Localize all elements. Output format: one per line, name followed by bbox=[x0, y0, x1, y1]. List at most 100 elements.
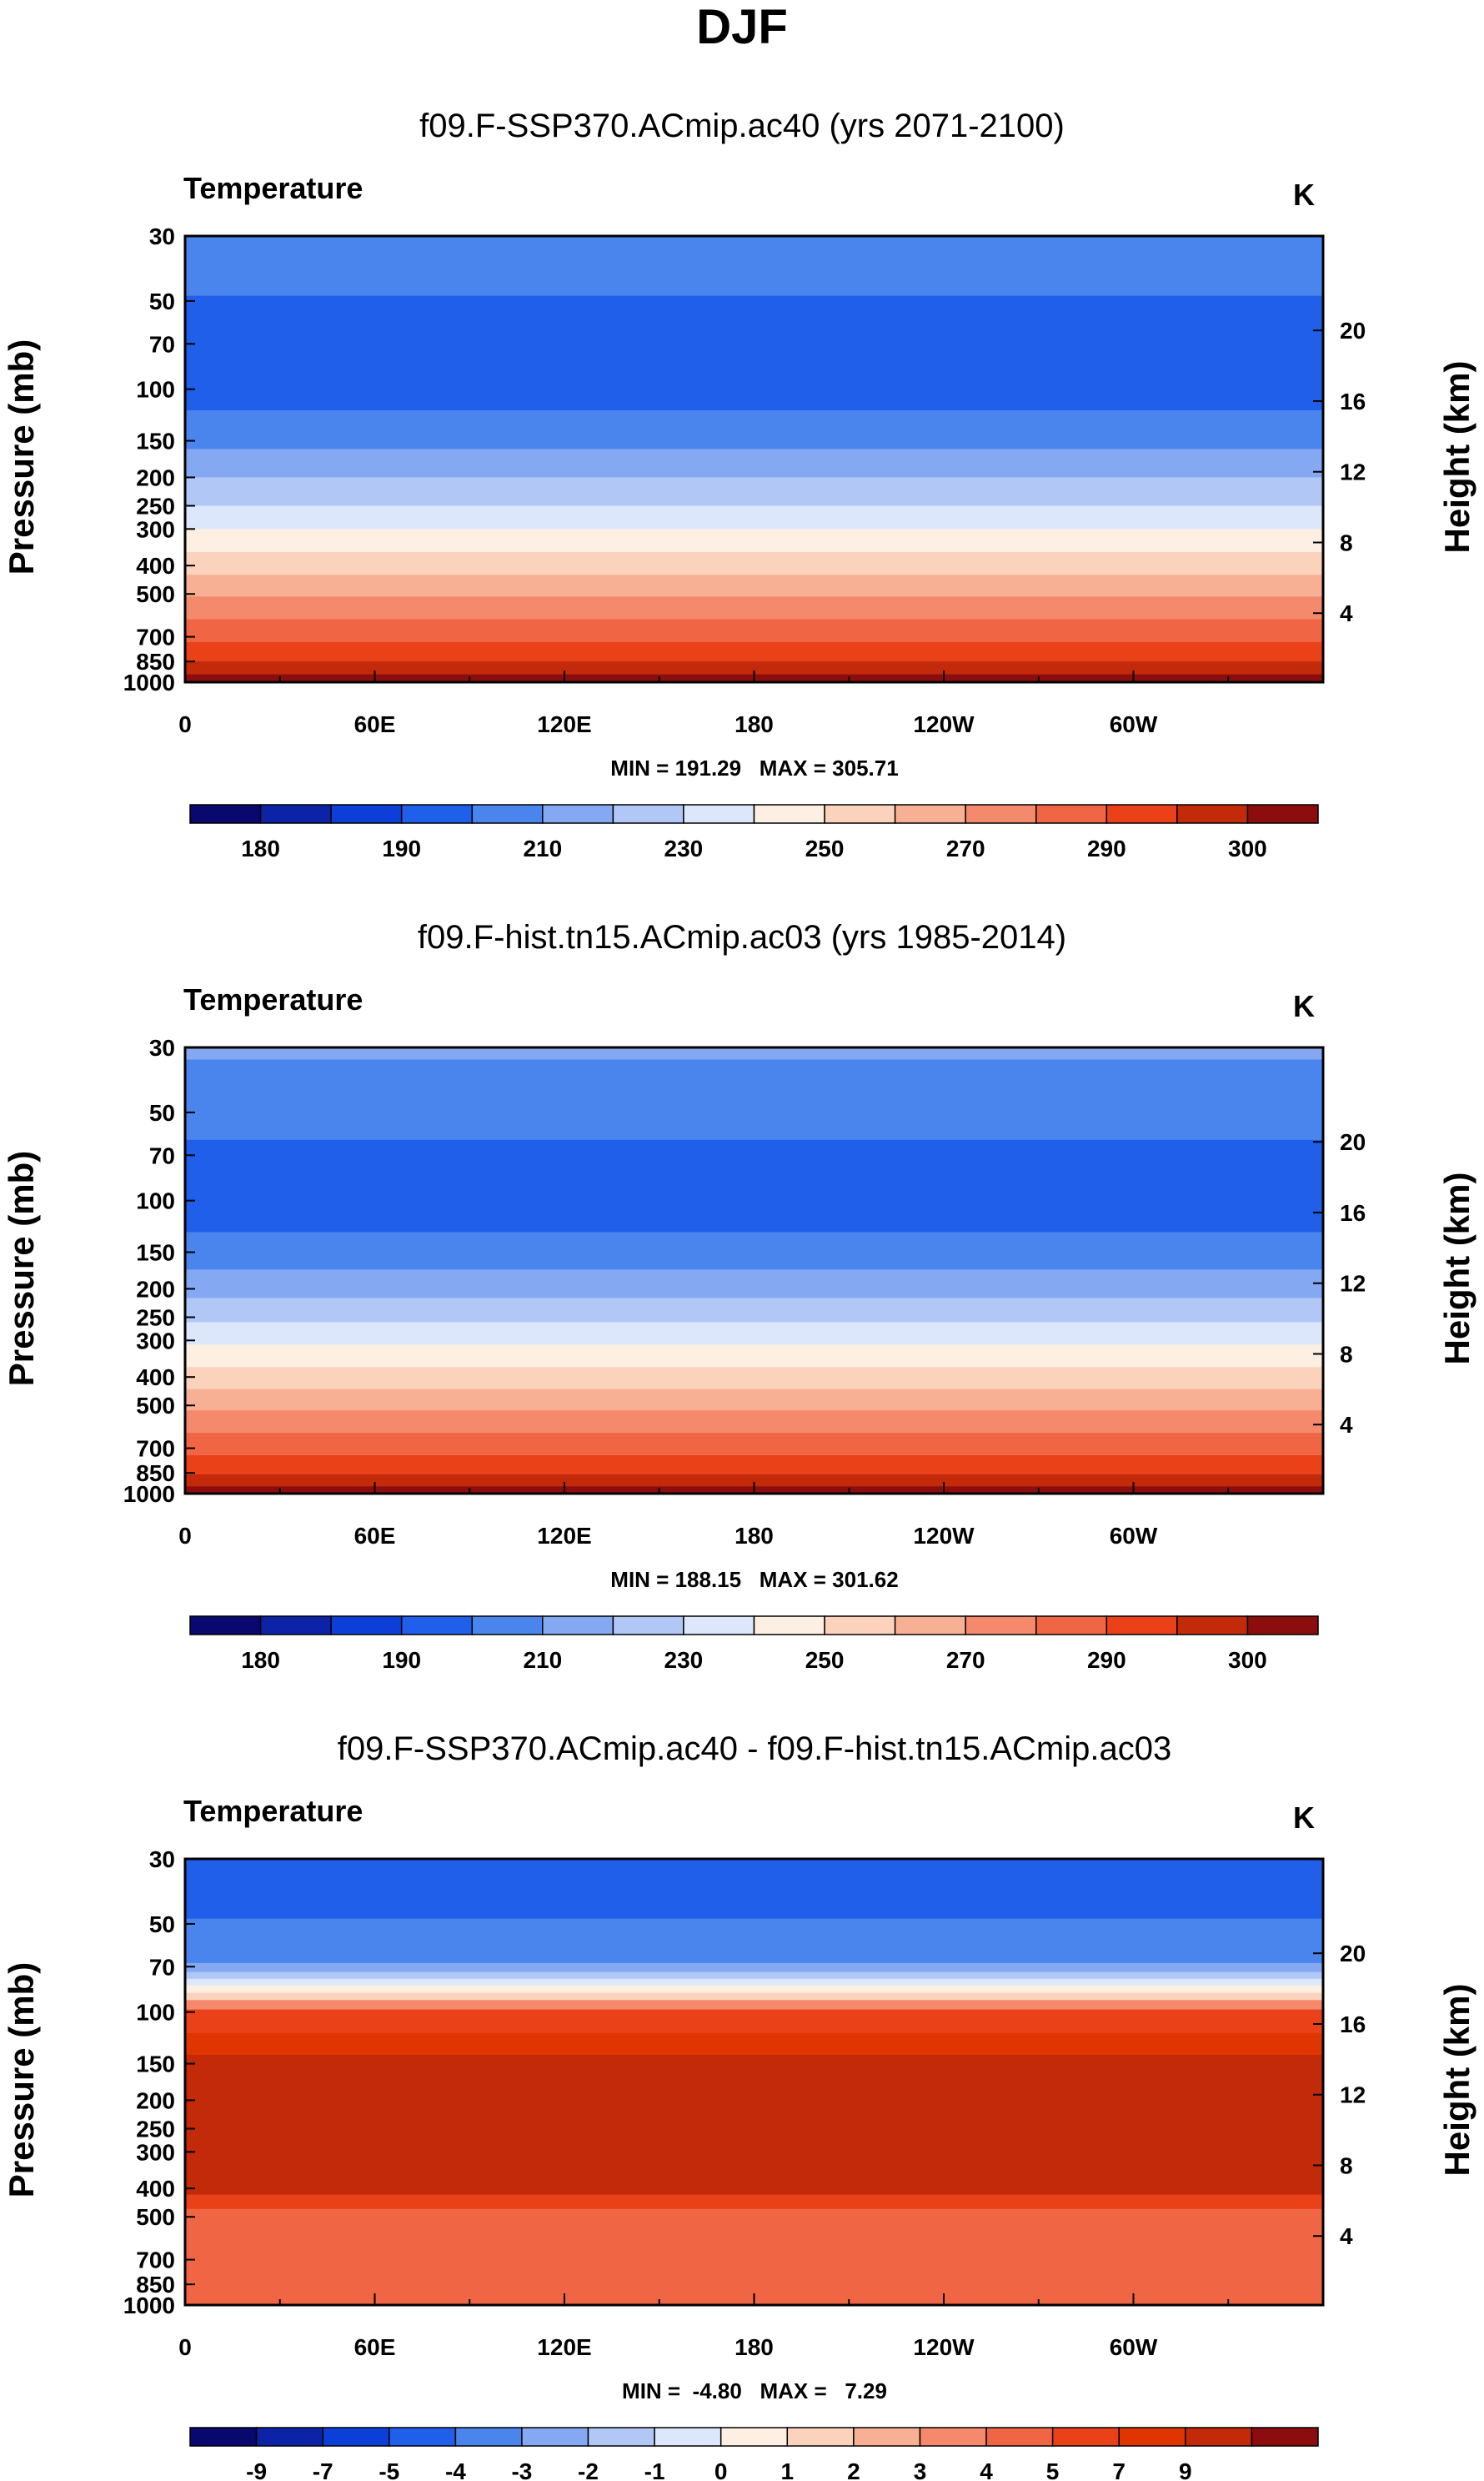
y-tick-label: 200 bbox=[136, 1276, 175, 1302]
colorbar-box bbox=[189, 2427, 258, 2447]
colorbar-label: 2 bbox=[847, 2458, 860, 2481]
contour-band bbox=[185, 2000, 1323, 2011]
colorbar-box bbox=[471, 804, 544, 824]
contour-band bbox=[185, 1139, 1323, 1233]
y-tick-label: 250 bbox=[136, 1304, 175, 1330]
y-tick-label: 400 bbox=[136, 553, 175, 579]
y-tick-label: 500 bbox=[136, 1393, 175, 1419]
panel-3: f09.F-SSP370.ACmip.ac40 - f09.F-hist.tn1… bbox=[2, 1730, 1476, 2481]
colorbar-box bbox=[542, 804, 614, 824]
colorbar-box bbox=[654, 2427, 722, 2447]
x-tick-label: 60W bbox=[1110, 2334, 1158, 2360]
height-tick-label: 4 bbox=[1340, 2223, 1353, 2249]
colorbar-label: 300 bbox=[1228, 1647, 1267, 1673]
contour-band bbox=[185, 1047, 1323, 1061]
contour-band bbox=[185, 477, 1323, 506]
contour-band bbox=[185, 295, 1323, 411]
panel-2-title: f09.F-hist.tn15.ACmip.ac03 (yrs 1985-201… bbox=[418, 919, 1066, 956]
x-tick-label: 120W bbox=[913, 2334, 975, 2360]
colorbar-box bbox=[1105, 804, 1178, 824]
panel-3-ylabel: Pressure (mb) bbox=[2, 1962, 41, 2197]
colorbar-box bbox=[1246, 804, 1319, 824]
x-tick-label: 60W bbox=[1110, 1523, 1158, 1549]
panel-3-stats: MIN = -4.80 MAX = 7.29 bbox=[622, 2378, 887, 2403]
panel-2-stats: MIN = 188.15 MAX = 301.62 bbox=[610, 1567, 898, 1592]
y-tick-label: 1000 bbox=[123, 670, 175, 696]
y-tick-label: 70 bbox=[149, 1954, 175, 1980]
height-tick-label: 12 bbox=[1340, 2082, 1366, 2108]
contour-band bbox=[185, 552, 1323, 575]
y-tick-label: 700 bbox=[136, 625, 175, 650]
colorbar-box bbox=[322, 2427, 390, 2447]
page-title: DJF bbox=[696, 0, 788, 54]
x-tick-label: 180 bbox=[734, 1523, 774, 1549]
colorbar-box bbox=[965, 1615, 1037, 1635]
colorbar-label: 190 bbox=[382, 1647, 421, 1673]
contour-band bbox=[185, 596, 1323, 620]
y-tick-label: 50 bbox=[149, 289, 175, 314]
x-tick-label: 0 bbox=[178, 711, 192, 737]
colorbar-box bbox=[542, 1615, 614, 1635]
contour-band bbox=[185, 409, 1323, 449]
contour-band bbox=[185, 1962, 1323, 1973]
height-tick-label: 8 bbox=[1340, 1341, 1353, 1367]
colorbar-box bbox=[1176, 1615, 1249, 1635]
colorbar-label: 250 bbox=[805, 836, 845, 861]
colorbar-label: 290 bbox=[1087, 1647, 1126, 1673]
contour-band bbox=[185, 529, 1323, 553]
colorbar-box bbox=[330, 1615, 403, 1635]
colorbar-label: 5 bbox=[1046, 2458, 1060, 2481]
height-tick-label: 8 bbox=[1340, 530, 1353, 555]
y-tick-label: 850 bbox=[136, 1460, 175, 1486]
colorbar-box bbox=[824, 1615, 896, 1635]
colorbar-box bbox=[719, 2427, 789, 2447]
contour-band bbox=[185, 449, 1323, 478]
colorbar-box bbox=[985, 2427, 1054, 2447]
y-tick-label: 50 bbox=[149, 1100, 175, 1126]
colorbar-box bbox=[255, 2427, 323, 2447]
y-tick-label: 200 bbox=[136, 465, 175, 490]
height-tick-label: 20 bbox=[1340, 1129, 1366, 1155]
height-tick-label: 20 bbox=[1340, 318, 1366, 344]
y-tick-label: 30 bbox=[149, 1846, 175, 1872]
y-tick-label: 250 bbox=[136, 2116, 175, 2142]
colorbar-label: -9 bbox=[246, 2458, 267, 2481]
colorbar-label: 250 bbox=[805, 1647, 845, 1673]
height-tick-label: 12 bbox=[1340, 460, 1366, 485]
y-tick-label: 400 bbox=[136, 2176, 175, 2202]
x-tick-label: 120E bbox=[537, 711, 591, 737]
colorbar-box bbox=[919, 2427, 987, 2447]
colorbar-box bbox=[259, 804, 332, 824]
x-tick-label: 0 bbox=[178, 2334, 192, 2360]
colorbar-box bbox=[1035, 1615, 1108, 1635]
contour-band bbox=[185, 1367, 1323, 1390]
colorbar-label: -1 bbox=[644, 2458, 665, 2481]
height-tick-label: 4 bbox=[1340, 600, 1353, 626]
panel-1-ylabel: Pressure (mb) bbox=[2, 339, 41, 575]
panel-2-ylabel: Pressure (mb) bbox=[2, 1151, 41, 1386]
colorbar-label: -4 bbox=[445, 2458, 466, 2481]
x-tick-label: 120E bbox=[537, 2334, 591, 2360]
colorbar-box bbox=[259, 1615, 332, 1635]
colorbar-box bbox=[894, 804, 966, 824]
colorbar-box bbox=[1185, 2427, 1253, 2447]
colorbar-label: 230 bbox=[664, 836, 704, 861]
colorbar-box bbox=[612, 804, 684, 824]
y-tick-label: 300 bbox=[136, 1328, 175, 1354]
colorbar-box bbox=[1051, 2427, 1120, 2447]
contour-band bbox=[185, 2194, 1323, 2210]
y-tick-label: 300 bbox=[136, 516, 175, 542]
height-tick-label: 12 bbox=[1340, 1271, 1366, 1297]
y-tick-label: 100 bbox=[136, 1188, 175, 1214]
y-tick-label: 500 bbox=[136, 581, 175, 607]
contour-band bbox=[185, 1059, 1323, 1141]
colorbar-label: 7 bbox=[1112, 2458, 1126, 2481]
contour-band bbox=[185, 1985, 1323, 1994]
colorbar-box bbox=[1105, 1615, 1178, 1635]
contour-band bbox=[185, 2032, 1323, 2056]
colorbar-label: 9 bbox=[1179, 2458, 1192, 2481]
panel-2-units: K bbox=[1293, 989, 1315, 1023]
y-tick-label: 300 bbox=[136, 2139, 175, 2165]
colorbar-box bbox=[189, 804, 262, 824]
y-tick-label: 70 bbox=[149, 331, 175, 357]
